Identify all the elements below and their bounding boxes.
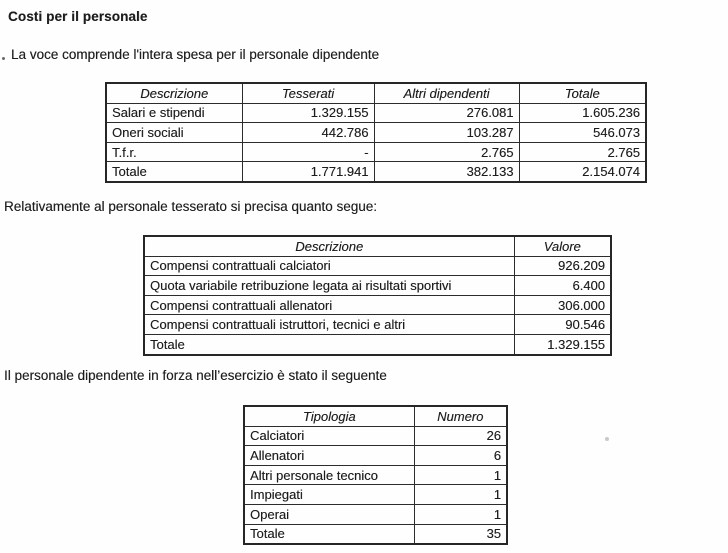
row-label-cell: Totale [243,523,415,545]
value-cell: 1.329.155 [241,102,375,124]
row-label-cell: Allenatori [243,445,415,466]
value-cell: 2.765 [518,141,647,163]
row-label-cell: Operai [243,503,415,525]
table-row: T.f.r. - 2.765 2.765 [105,141,647,163]
column-header: Altri dipendenti [373,82,520,104]
row-label-cell: T.f.r. [105,141,243,163]
value-cell: 306.000 [513,294,612,316]
row-label-cell: Compensi contrattuali istruttori, tecnic… [143,314,515,335]
column-header: Descrizione [105,82,243,104]
table-row: Altri personale tecnico 1 [243,464,508,486]
table-total-row: Totale 1.329.155 [143,333,612,356]
tesserato-paragraph: Relativamente al personale tesserato si … [4,199,377,214]
table-row: Compensi contrattuali istruttori, tecnic… [143,314,612,335]
value-cell: 90.546 [513,314,612,335]
row-label-cell: Salari e stipendi [105,102,243,124]
row-label-cell: Totale [143,333,515,356]
table-row: Impiegati 1 [243,484,508,505]
table-total-row: Totale 35 [243,523,508,545]
value-cell: 1 [413,464,508,486]
value-cell: 2.765 [373,141,520,163]
value-cell: 1.771.941 [241,161,375,183]
value-cell: 6.400 [513,275,612,296]
table-row: Compensi contrattuali calciatori 926.209 [143,255,612,277]
table-header-row: Descrizione Tesserati Altri dipendenti T… [105,82,647,104]
table-row: Salari e stipendi 1.329.155 276.081 1.60… [105,102,647,124]
stray-dot-artifact [2,57,5,60]
table-total-row: Totale 1.771.941 382.133 2.154.074 [105,161,647,183]
column-header: Tipologia [243,405,415,427]
column-header: Descrizione [143,235,515,257]
table-row: Compensi contrattuali allenatori 306.000 [143,294,612,316]
table-row: Oneri sociali 442.786 103.287 546.073 [105,122,647,143]
row-label-cell: Compensi contrattuali allenatori [143,294,515,316]
value-cell: 1 [413,503,508,525]
value-cell: 6 [413,445,508,466]
table-row: Calciatori 26 [243,425,508,447]
table-row: Operai 1 [243,503,508,525]
value-cell: 382.133 [373,161,520,183]
value-cell: 1.329.155 [513,333,612,356]
page-title: Costi per il personale [8,9,148,24]
value-cell: 442.786 [241,122,375,143]
row-label-cell: Impiegati [243,484,415,505]
table-row: Allenatori 6 [243,445,508,466]
table-header-row: Descrizione Valore [143,235,612,257]
value-cell: 26 [413,425,508,447]
row-label-cell: Quota variabile retribuzione legata ai r… [143,275,515,296]
tesserati-detail-table: Descrizione Valore Compensi contrattuali… [143,235,612,356]
staff-paragraph: Il personale dipendente in forza nell’es… [4,368,387,383]
personnel-costs-table: Descrizione Tesserati Altri dipendenti T… [105,82,647,183]
row-label-cell: Oneri sociali [105,122,243,143]
value-cell: 1.605.236 [518,102,647,124]
value-cell: 926.209 [513,255,612,277]
value-cell: 2.154.074 [518,161,647,183]
staff-count-table: Tipologia Numero Calciatori 26 Allenator… [243,405,508,546]
row-label-cell: Altri personale tecnico [243,464,415,486]
column-header: Tesserati [241,82,375,104]
value-cell: 1 [413,484,508,505]
value-cell: 35 [413,523,508,545]
table-row: Quota variabile retribuzione legata ai r… [143,275,612,296]
intro-paragraph: La voce comprende l'intera spesa per il … [11,47,380,62]
value-cell: 276.081 [373,102,520,124]
column-header: Totale [518,82,647,104]
column-header: Numero [413,405,508,427]
row-label-cell: Compensi contrattuali calciatori [143,255,515,277]
scan-dot-artifact [605,437,609,441]
value-cell: 546.073 [518,122,647,143]
row-label-cell: Totale [105,161,243,183]
column-header: Valore [513,235,612,257]
value-cell: - [241,141,375,163]
row-label-cell: Calciatori [243,425,415,447]
table-header-row: Tipologia Numero [243,405,508,427]
value-cell: 103.287 [373,122,520,143]
